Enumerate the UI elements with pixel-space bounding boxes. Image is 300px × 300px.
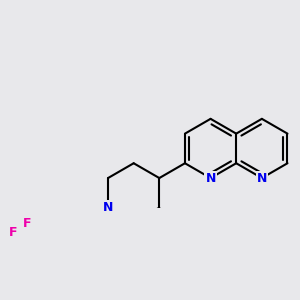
Text: F: F [9, 226, 18, 239]
Text: F: F [23, 217, 32, 230]
Text: N: N [206, 172, 216, 184]
Text: N: N [103, 201, 113, 214]
Text: N: N [257, 172, 267, 184]
